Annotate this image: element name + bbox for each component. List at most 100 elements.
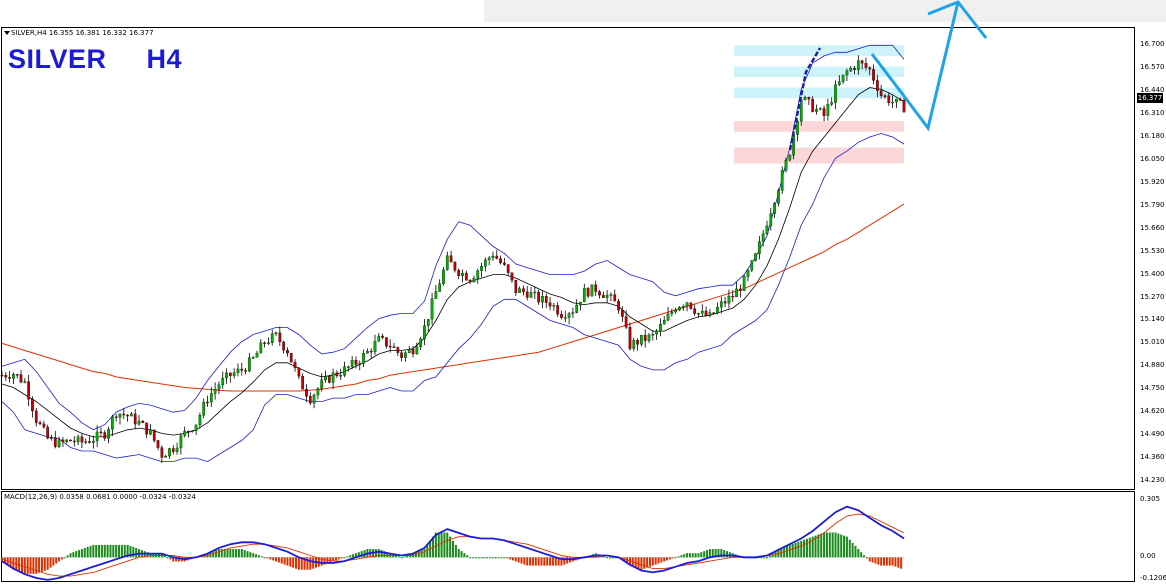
candle-body [659,324,662,332]
macd-histogram-bar [112,544,115,558]
macd-histogram-bar [272,557,275,561]
candle-body [818,108,822,110]
candle-body [324,376,327,381]
macd-histogram-bar [720,549,723,558]
macd-histogram-bar [449,536,452,558]
macd-histogram-bar [646,557,649,568]
macd-histogram-bar [38,557,41,573]
macd-histogram-bar [269,557,272,560]
macd-histogram-bar [23,557,26,574]
macd-histogram-bar [434,532,437,558]
macd-histogram-bar [828,532,831,558]
macd-histogram-bar [811,536,814,558]
candle-body [316,388,320,396]
macd-histogram-bar [72,552,75,558]
candle-body [213,388,217,394]
price-chart-frame[interactable] [1,27,1135,490]
macd-histogram-bar [323,557,326,565]
macd-histogram-bar [49,557,52,568]
macd-histogram-bar [640,557,643,570]
candle-body [670,311,674,315]
candle-body [499,258,502,264]
candle-body [792,134,795,156]
candle-body [860,60,864,64]
macd-histogram-bar [454,544,457,558]
price-tick-label: 15.790 [1140,200,1165,209]
macd-histogram-bar [860,552,863,558]
macd-histogram-bar [554,557,557,566]
candle-body [61,439,65,442]
macd-histogram-bar [417,551,420,558]
candle-body [617,300,620,311]
macd-histogram-bar [215,550,218,558]
candle-body [297,367,301,377]
red-zone-0 [734,121,904,132]
candle-body [209,393,213,403]
candle-body [902,100,906,113]
macd-histogram-bar [503,557,506,559]
macd-histogram-bar [606,557,609,559]
candle-body [876,80,879,91]
candle-body [556,305,560,315]
price-tick-label: 14.230 [1140,476,1165,484]
bollinger-upper-line [1,44,905,431]
candle-body [419,338,422,348]
candle-body [621,310,624,317]
macd-histogram-bar [75,551,78,558]
macd-histogram-bar [757,557,760,559]
blue-zone-2 [734,87,904,99]
candle-body [278,332,282,343]
candle-body [609,294,613,296]
candle-body [472,277,476,283]
macd-histogram-bar [92,544,95,558]
macd-histogram-bar [406,555,409,558]
candle-body [666,313,670,321]
macd-histogram-bar [40,557,43,572]
price-tick-label: 15.660 [1140,223,1165,232]
price-tick-label: 16.310 [1140,109,1165,118]
macd-histogram-bar [706,550,709,558]
macd-histogram-bar [666,557,669,561]
macd-histogram-bar [469,557,472,559]
candle-body [643,334,647,341]
candle-body [788,154,792,161]
macd-histogram-bar [763,557,766,559]
candle-body [449,255,453,263]
candle-body [803,97,807,100]
candle-body [362,353,365,364]
macd-histogram-bar [252,553,255,558]
candle-body [708,312,712,316]
candle-body [746,270,750,277]
macd-chart-frame[interactable] [1,491,1135,582]
candle-body [510,272,514,281]
candle-body [229,372,232,376]
macd-histogram-bar [400,557,403,559]
macd-histogram-bar [549,557,552,566]
candle-body [826,104,830,116]
bollinger-lower-line [1,133,905,463]
candle-body [864,63,868,68]
macd-histogram-bar [611,557,614,559]
candle-body [693,308,697,314]
candle-body [868,67,872,70]
candle-body [598,291,601,296]
candle-body [590,284,594,297]
candle-body [830,102,834,105]
macd-histogram-bar [668,557,671,560]
candle-body [605,294,609,298]
candle-body [537,291,540,303]
candle-body [31,399,34,412]
candle-body [689,302,693,309]
macd-histogram-bar [106,544,109,558]
macd-histogram-bar [794,542,797,558]
macd-histogram-bar [531,557,534,566]
macd-histogram-bar [717,549,720,558]
macd-histogram-bar [383,551,386,558]
candle-body [156,440,160,448]
candle-body [754,253,757,261]
macd-histogram-bar [60,557,63,560]
macd-histogram-bar [506,557,509,559]
collapse-arrow-icon[interactable] [4,31,10,35]
candle-body [704,310,708,316]
macd-histogram-bar [280,557,283,564]
